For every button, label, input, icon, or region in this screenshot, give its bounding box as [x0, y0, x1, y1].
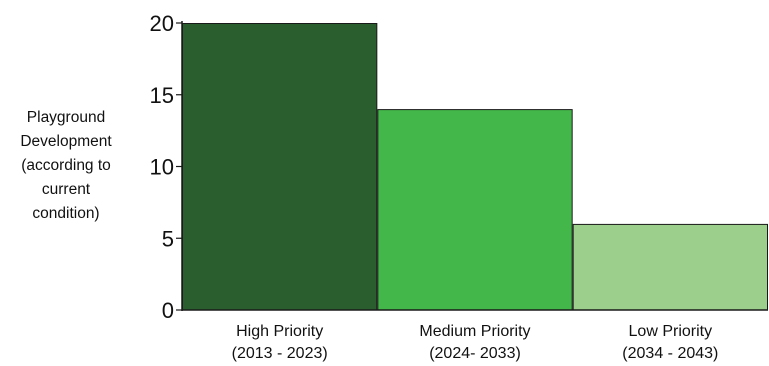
y-axis-label: Playground Development (according to cur… [0, 106, 132, 226]
bar [572, 223, 769, 311]
x-tick-label: (2034 - 2043) [622, 345, 718, 362]
bar [182, 23, 378, 311]
x-tick-label: (2013 - 2023) [232, 345, 328, 362]
y-tick-label: 15 [150, 83, 174, 108]
y-axis-label-line: Playground [26, 109, 106, 126]
x-tick-label: (2024- 2033) [429, 345, 521, 362]
y-tick-label: 0 [162, 298, 174, 323]
y-axis-label-line: Development [20, 133, 112, 150]
x-tick-label: Medium Priority [419, 323, 530, 340]
y-tick-label: 20 [150, 11, 174, 36]
bar [377, 109, 573, 311]
y-axis-label-line: (according to [21, 157, 111, 174]
y-tick-label: 10 [150, 155, 174, 180]
y-axis-label-line: current [41, 181, 91, 198]
x-tick-label: Low Priority [629, 323, 713, 340]
y-axis-label-line: condition) [32, 205, 100, 222]
y-tick-label: 5 [162, 226, 174, 251]
x-tick-label: High Priority [236, 323, 323, 340]
